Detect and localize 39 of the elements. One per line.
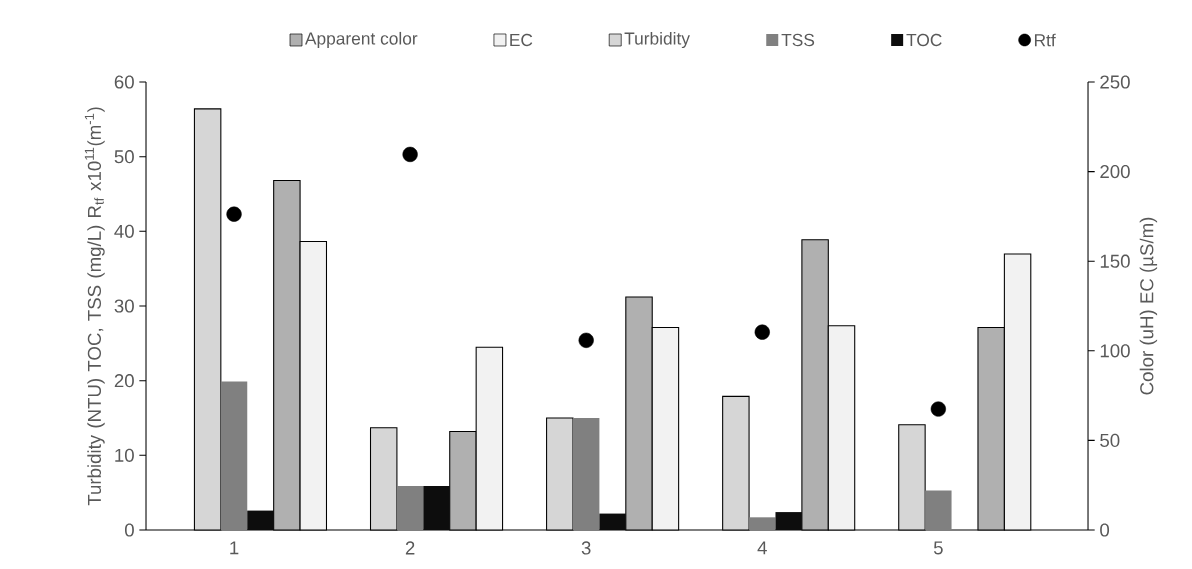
point (402, 146, 418, 163)
y-tick-label: 0 (124, 523, 134, 537)
y2-tick-label: 250 (1100, 75, 1130, 89)
y2-axis-title: Color (uH) EC (µS/m) (1139, 217, 1158, 395)
legend-label: Rtf (1034, 33, 1056, 47)
y-tick-label: 30 (114, 299, 134, 313)
point (578, 332, 594, 348)
y-axis-title: Turbidity (NTU) TOC, TSS (mg/L) R$_{tf}$ x10$^{11}$(m$^{-1}$) (84, 107, 105, 506)
bar (220, 381, 248, 530)
bar (572, 418, 600, 530)
y-tick-label: 20 (114, 374, 134, 388)
y2-tick-label: 50 (1100, 433, 1120, 448)
x-tick-label: 5 (933, 541, 943, 555)
legend-label: EC (510, 33, 533, 47)
bar (247, 510, 274, 530)
y-tick-label: 40 (114, 224, 134, 238)
bar (749, 517, 776, 530)
bar (925, 490, 952, 530)
y2-tick-label: 150 (1100, 254, 1130, 268)
y2-tick-label: 200 (1100, 164, 1130, 179)
bar (396, 485, 424, 530)
legend-label: Turbidity (624, 31, 690, 49)
x-tick-label: 1 (230, 541, 239, 555)
bar (775, 512, 802, 530)
x-tick-label: 4 (757, 541, 767, 555)
legend-label: TOC (906, 33, 942, 47)
y2-tick-label: 0 (1100, 523, 1110, 537)
y-tick-label: 60 (114, 75, 134, 89)
x-tick-label: 3 (581, 541, 591, 555)
point (754, 324, 770, 340)
y-tick-label: 10 (115, 448, 134, 462)
y2-tick-label: 100 (1100, 344, 1130, 358)
legend-label: TSS (781, 33, 815, 47)
point (930, 401, 946, 417)
point (226, 206, 242, 222)
legend-label: Apparent color (304, 31, 418, 49)
bar (599, 513, 626, 530)
y-tick-label: 50 (114, 150, 134, 164)
x-tick-label: 2 (405, 541, 415, 555)
